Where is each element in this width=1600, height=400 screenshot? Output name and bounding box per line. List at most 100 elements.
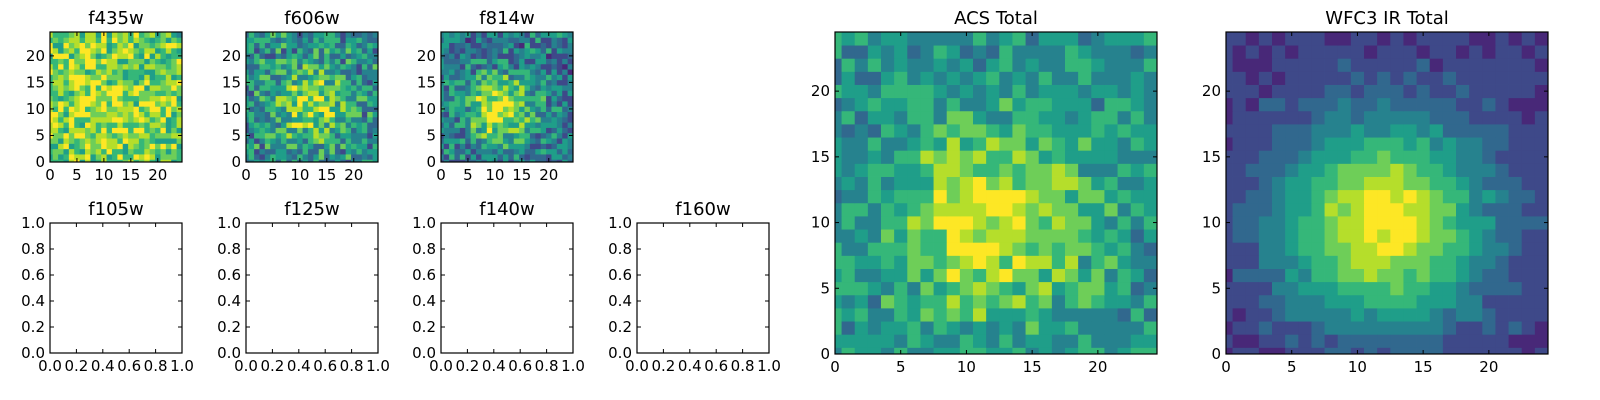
heatmap-cell [946, 150, 961, 164]
heatmap-cell [1416, 163, 1431, 177]
heatmap-cell [1429, 308, 1444, 322]
heatmap-cell [540, 95, 547, 102]
heatmap-cell [933, 110, 948, 125]
heatmap-cell [535, 132, 542, 139]
heatmap-cell [165, 90, 172, 97]
heatmap-cell [907, 334, 921, 348]
heatmap-cell [959, 176, 974, 191]
heatmap-cell [1051, 255, 1066, 269]
heatmap-cell [513, 148, 520, 155]
heatmap-cell [999, 163, 1013, 177]
heatmap-cell [562, 53, 569, 59]
heatmap-cell [1521, 202, 1536, 217]
heatmap-cell [286, 69, 293, 75]
heatmap-cell [1091, 45, 1105, 59]
heatmap-cell [1143, 45, 1158, 59]
heatmap-cell [441, 111, 445, 118]
heatmap-cell [176, 100, 183, 107]
heatmap-cell [1469, 189, 1483, 204]
heatmap-cell [1117, 71, 1132, 85]
y-tick-label: 15 [222, 73, 241, 91]
heatmap-cell [90, 74, 97, 81]
heatmap-cell [841, 176, 856, 191]
heatmap-cell [171, 106, 178, 112]
heatmap-cell [546, 106, 552, 112]
heatmap-cell [1350, 229, 1365, 243]
heatmap-cell [259, 85, 266, 91]
heatmap-cell [101, 95, 107, 102]
heatmap-cell [95, 63, 102, 70]
heatmap-cell [443, 69, 450, 75]
heatmap-cell [58, 127, 64, 134]
heatmap-cell [1390, 189, 1404, 204]
heatmap-cell [973, 110, 987, 125]
heatmap-cell [492, 111, 498, 118]
heatmap-cell [476, 122, 482, 128]
heatmap-cell [441, 90, 445, 97]
heatmap-cell [58, 132, 64, 139]
heatmap-cell [999, 281, 1013, 296]
heatmap-cell [291, 63, 298, 70]
x-tick-label: 0.0 [234, 357, 258, 375]
heatmap-cell [318, 37, 325, 44]
heatmap-cell [1521, 124, 1536, 138]
heatmap-cell [1403, 189, 1417, 204]
heatmap-cell [367, 127, 374, 134]
heatmap-cell [562, 63, 569, 70]
heatmap-cell [1508, 321, 1523, 335]
heatmap-cell [313, 85, 320, 91]
heatmap-cell [546, 143, 552, 150]
heatmap-cell [1469, 294, 1483, 309]
heatmap-cell [497, 127, 504, 134]
heatmap-cell [1104, 176, 1118, 191]
heatmap-cell [1377, 347, 1391, 355]
heatmap-cell [176, 85, 183, 91]
heatmap-cell [79, 47, 86, 54]
heatmap-cell [459, 122, 466, 128]
heatmap-cell [138, 90, 145, 97]
heatmap-cell [454, 143, 461, 150]
heatmap-cell [567, 95, 574, 102]
heatmap-cell [1065, 202, 1079, 217]
heatmap-cell [1324, 137, 1339, 151]
heatmap-cell [524, 58, 531, 65]
heatmap-cell [1521, 242, 1536, 256]
heatmap-cell [907, 84, 921, 99]
heatmap-cell [264, 37, 271, 44]
heatmap-cell [117, 85, 124, 91]
heatmap-cell [90, 148, 97, 155]
heatmap-cell [1078, 58, 1092, 72]
heatmap-cell [1350, 110, 1365, 125]
heatmap-cell [171, 37, 178, 44]
heatmap-cell [149, 32, 156, 38]
heatmap-cell [1025, 84, 1040, 99]
heatmap-cell [165, 69, 172, 75]
heatmap-cell [291, 74, 298, 81]
heatmap-cell [318, 79, 325, 86]
heatmap-cell [58, 37, 64, 44]
heatmap-cell [999, 137, 1013, 151]
heatmap-cell [1245, 110, 1260, 125]
heatmap-cell [307, 143, 314, 150]
heatmap-cell [513, 74, 520, 81]
heatmap-cell [246, 159, 250, 163]
heatmap-cell [1495, 124, 1509, 138]
heatmap-cell [1298, 281, 1312, 296]
heatmap-cell [1051, 45, 1066, 59]
heatmap-cell [281, 116, 287, 123]
heatmap-cell [465, 111, 472, 118]
heatmap-cell [329, 85, 336, 91]
heatmap-cell [1232, 308, 1247, 322]
heatmap-cell [1143, 281, 1158, 296]
heatmap-cell [281, 111, 287, 118]
heatmap-cell [1258, 58, 1273, 72]
heatmap-cell [1521, 281, 1536, 296]
heatmap-cell [1272, 189, 1286, 204]
heatmap-cell [95, 127, 102, 134]
heatmap-cell [1245, 268, 1260, 283]
heatmap-cell [1482, 189, 1496, 204]
heatmap-cell [149, 63, 156, 70]
heatmap-cell [513, 69, 520, 75]
heatmap-cell [275, 116, 282, 123]
heatmap-cell [1442, 58, 1457, 72]
